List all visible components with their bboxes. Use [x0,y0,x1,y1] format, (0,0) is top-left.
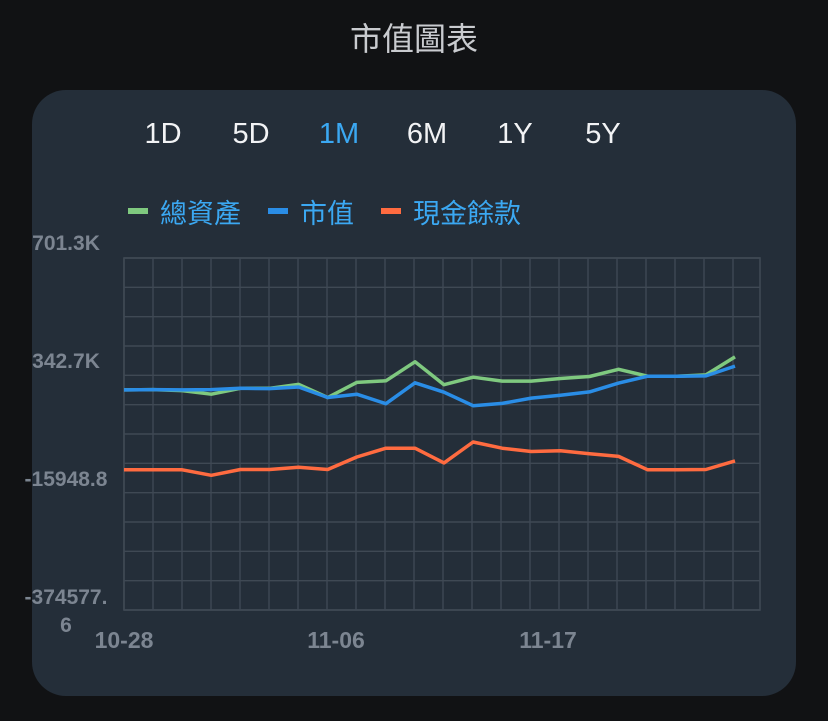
series-line-market-value [123,364,736,408]
tab-5d[interactable]: 5D [232,118,270,150]
chart-series-lines [123,355,736,478]
legend-label: 現金餘款 [413,198,521,230]
page-title: 市值圖表 [349,20,478,58]
y-tick-label: 342.7K [32,350,100,373]
legend-swatch-cash-balance [381,208,401,214]
legend-item-cash-balance[interactable]: 現金餘款 [381,194,521,230]
tab-1y[interactable]: 1Y [497,118,533,150]
plot-border [123,257,761,611]
tab-1d[interactable]: 1D [144,118,182,150]
x-tick-label: 10-28 [94,627,154,653]
chart-grid [123,257,761,611]
legend-swatch-total-assets [128,208,148,214]
y-tick-label: 701.3K [32,232,100,255]
legend-label: 總資產 [160,198,241,230]
legend-swatch-market-value [268,208,288,214]
series-line-total-assets [123,355,736,400]
legend-item-total-assets[interactable]: 總資產 [128,194,241,230]
x-tick-label: 11-17 [519,627,577,653]
y-tick-label: -374577.6 [24,586,108,637]
series-line-cash-balance [124,440,736,478]
tab-1m[interactable]: 1M [318,118,360,150]
legend-label: 市值 [300,198,354,230]
tab-5y[interactable]: 5Y [585,118,621,150]
y-tick-label: -15948.8 [24,468,108,491]
tab-6m[interactable]: 6M [406,118,448,150]
x-tick-label: 11-06 [307,627,365,653]
legend-item-market-value[interactable]: 市值 [268,194,354,230]
